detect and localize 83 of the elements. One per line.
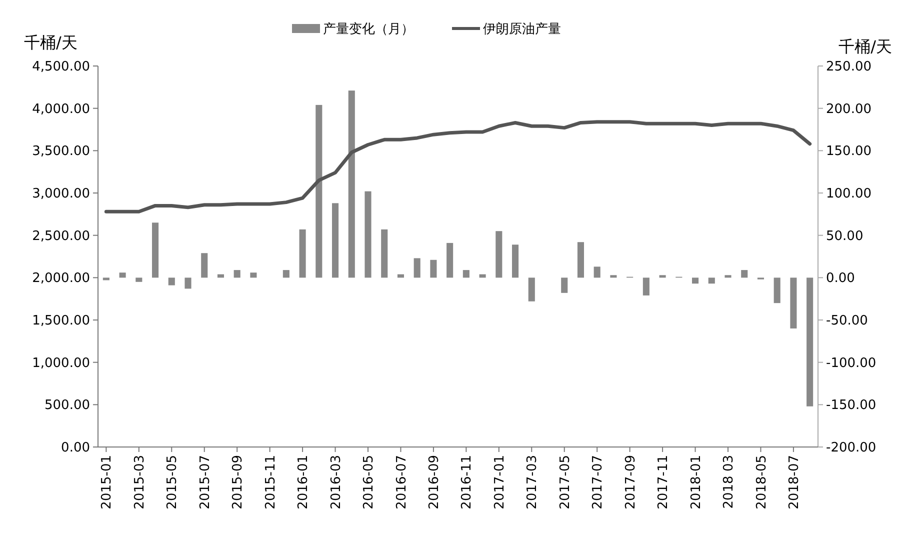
bar	[201, 253, 208, 278]
bar	[446, 242, 454, 278]
x-tick-label: 2018-07	[787, 455, 802, 510]
y2-tick-label: -50.00	[826, 314, 868, 329]
bar	[282, 270, 290, 278]
x-tick-label: 2016-09	[427, 455, 442, 510]
x-tick-label: 2017-11	[656, 455, 672, 510]
x-tick-label: 2018 03	[722, 455, 737, 509]
x-tick-label: 2016-03	[328, 455, 344, 510]
bar	[168, 278, 175, 286]
bar	[594, 266, 600, 278]
x-tick-label: 2015-11	[263, 455, 278, 510]
bar	[250, 272, 257, 278]
bar	[610, 275, 617, 278]
y-tick-label: 2,500.00	[32, 228, 90, 244]
bar	[561, 278, 568, 293]
bar	[152, 222, 159, 278]
bar	[708, 278, 715, 284]
x-tick-label: 2015-03	[132, 455, 148, 510]
y-tick-label: 1,000.00	[32, 356, 90, 371]
bar	[724, 275, 732, 278]
y2-tick-label: 250.00	[826, 60, 872, 75]
y-tick-label: 0.00	[61, 440, 90, 456]
bar	[430, 260, 437, 278]
y-axis-title: 千桶/天	[24, 33, 78, 52]
legend-label: 产量变化（月）	[323, 22, 414, 37]
y2-tick-label: 50.00	[826, 228, 864, 244]
bar	[512, 244, 519, 278]
x-tick-label: 2017-03	[525, 455, 540, 510]
x-tick-label: 2018-01	[688, 455, 704, 510]
x-tick-label: 2016-05	[362, 455, 377, 510]
bar	[102, 278, 110, 280]
bar	[774, 278, 780, 304]
bar	[659, 275, 666, 278]
x-tick-label: 2017-05	[558, 455, 573, 510]
bar	[790, 278, 797, 328]
bar	[332, 203, 339, 278]
bar	[528, 278, 535, 302]
y-tick-label: 3,500.00	[32, 144, 90, 160]
x-tick-label: 2018-05	[754, 455, 770, 510]
y-tick-label: 3,000.00	[32, 186, 90, 202]
bar	[496, 231, 502, 278]
y-tick-label: 4,500.00	[32, 60, 90, 75]
bar	[364, 191, 372, 278]
y2-tick-label: 200.00	[826, 102, 872, 117]
x-tick-label: 2016-07	[394, 455, 410, 510]
bar	[119, 272, 126, 278]
x-tick-label: 2016-11	[460, 455, 475, 510]
bar	[184, 278, 192, 289]
bar	[806, 278, 814, 406]
x-tick-label: 2017-09	[623, 455, 638, 510]
y2-tick-label: -150.00	[826, 398, 876, 414]
bar	[136, 278, 142, 282]
bar	[299, 229, 306, 278]
y2-tick-label: 100.00	[826, 186, 872, 202]
bar	[577, 242, 584, 278]
y-tick-label: 1,500.00	[32, 314, 90, 329]
bar	[741, 270, 748, 278]
x-tick-label: 2015-01	[100, 455, 115, 510]
line-series	[104, 120, 812, 214]
y2-tick-label: 150.00	[826, 144, 872, 160]
y2-tick-label: -100.00	[826, 356, 876, 371]
x-tick-label: 2015-07	[198, 455, 213, 510]
y2-tick-label: 0.00	[826, 271, 855, 286]
x-tick-label: 2015-05	[165, 455, 180, 510]
bar	[414, 258, 420, 278]
y-tick-label: 500.00	[44, 398, 90, 414]
bar	[348, 90, 355, 278]
y-tick-label: 4,000.00	[32, 102, 90, 117]
y2-tick-label: -200.00	[826, 440, 876, 456]
x-tick-label: 2017-01	[492, 455, 508, 510]
legend-label: 伊朗原油产量	[483, 21, 561, 37]
bar	[642, 278, 650, 296]
bar	[381, 229, 388, 278]
x-tick-label: 2017-07	[590, 455, 606, 510]
bar	[692, 278, 699, 284]
bar	[316, 104, 322, 278]
bar	[234, 270, 240, 278]
y2-axis-title: 千桶/天	[838, 37, 892, 56]
bar	[462, 270, 470, 278]
y-tick-label: 2,000.00	[32, 271, 90, 286]
x-tick-label: 2015-09	[230, 455, 246, 510]
x-tick-label: 2016-01	[296, 455, 312, 510]
